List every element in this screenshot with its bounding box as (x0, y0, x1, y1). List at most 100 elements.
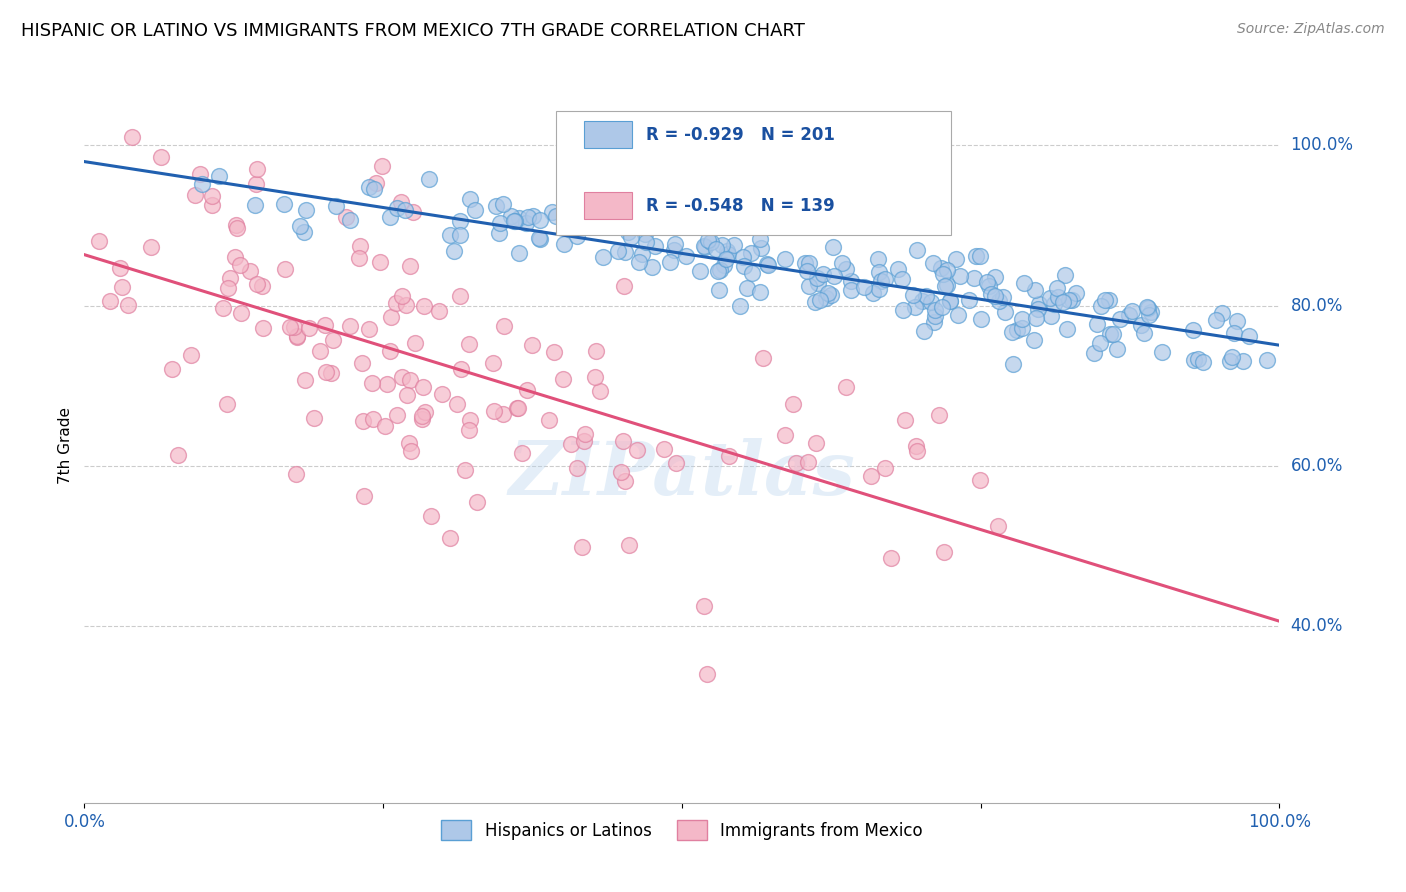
Point (1046, 281, 1069, 295)
Point (1094, 293, 1116, 307)
Point (928, 408, 950, 422)
Point (494, 319, 516, 334)
Point (505, 214, 527, 228)
Point (658, 255, 681, 269)
Point (662, 244, 685, 258)
Point (491, 407, 513, 421)
Point (449, 289, 471, 303)
Point (707, 283, 730, 297)
Point (920, 295, 942, 310)
Point (217, 281, 239, 295)
Point (626, 442, 648, 457)
Text: 80.0%: 80.0% (1291, 297, 1343, 315)
Point (987, 293, 1010, 308)
Point (904, 300, 927, 314)
Point (446, 397, 468, 411)
Point (886, 262, 908, 277)
Point (585, 344, 607, 359)
Point (1118, 308, 1140, 322)
Point (699, 235, 721, 250)
Point (454, 463, 477, 477)
Point (1000, 325, 1022, 339)
Point (245, 198, 267, 212)
Point (606, 244, 628, 258)
Point (121, 130, 143, 145)
Point (1088, 335, 1111, 350)
Point (914, 289, 936, 303)
Legend: Hispanics or Latinos, Immigrants from Mexico: Hispanics or Latinos, Immigrants from Me… (433, 812, 931, 848)
Point (443, 244, 465, 258)
Point (515, 216, 537, 230)
Point (571, 540, 593, 554)
Point (984, 270, 1007, 285)
Point (378, 344, 401, 359)
Point (756, 257, 779, 271)
Point (796, 263, 818, 277)
Point (551, 372, 574, 386)
Point (574, 426, 596, 441)
Point (1181, 322, 1204, 336)
Point (394, 202, 416, 217)
Point (160, 362, 183, 376)
Point (315, 364, 337, 378)
Point (370, 159, 392, 173)
Point (292, 225, 315, 239)
Point (932, 267, 955, 281)
Point (380, 210, 402, 224)
Point (1187, 352, 1209, 367)
Point (541, 205, 564, 219)
Point (1040, 310, 1063, 324)
Point (502, 214, 524, 228)
Point (934, 279, 956, 293)
Point (404, 336, 426, 351)
Point (965, 249, 987, 263)
Point (782, 397, 804, 411)
Point (891, 272, 914, 286)
Point (924, 309, 946, 323)
Point (411, 409, 433, 424)
Point (527, 231, 550, 245)
Point (1182, 353, 1205, 368)
Point (1012, 276, 1035, 290)
Point (749, 285, 772, 299)
Point (707, 264, 730, 278)
Point (652, 442, 675, 457)
Point (794, 256, 817, 270)
Point (612, 434, 634, 449)
Point (294, 374, 316, 388)
Point (808, 293, 831, 308)
Y-axis label: 7th Grade: 7th Grade (58, 408, 73, 484)
Point (375, 376, 398, 391)
Point (1121, 304, 1143, 318)
Point (613, 474, 636, 488)
Point (741, 266, 763, 280)
Point (756, 259, 779, 273)
Point (360, 376, 382, 390)
Point (922, 315, 945, 329)
Point (1192, 354, 1215, 368)
Point (183, 187, 205, 202)
Point (806, 436, 828, 450)
Point (385, 408, 408, 422)
Point (314, 318, 336, 333)
Point (1060, 293, 1083, 308)
Point (485, 198, 508, 212)
Point (419, 508, 441, 523)
Point (610, 465, 633, 479)
Point (290, 219, 312, 234)
Point (689, 264, 711, 278)
Point (696, 666, 718, 681)
Point (835, 380, 858, 394)
Point (1129, 318, 1152, 333)
Point (718, 449, 741, 463)
Point (558, 202, 581, 217)
Point (987, 518, 1010, 533)
Point (449, 214, 471, 228)
Point (325, 199, 347, 213)
Point (627, 255, 650, 269)
Point (714, 252, 737, 267)
Point (1025, 310, 1047, 325)
Point (733, 250, 755, 264)
Point (921, 256, 943, 270)
Point (675, 249, 697, 263)
